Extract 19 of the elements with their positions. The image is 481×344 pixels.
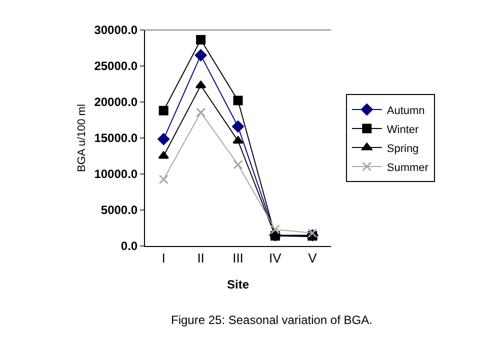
x-axis-title: Site	[226, 278, 250, 292]
x-tick-label: V	[308, 250, 318, 266]
caption: Figure 25: Seasonal variation of BGA.	[171, 313, 372, 327]
y-tick-label: 25000.0	[94, 59, 138, 74]
y-tick-label: 20000.0	[94, 95, 138, 110]
y-tick-label: 10000.0	[94, 167, 138, 182]
legend-label: Autumn	[386, 104, 425, 117]
x-tick-label: I	[162, 250, 166, 266]
y-tick-label: 5000.0	[100, 203, 138, 218]
x-tick-label: III	[232, 250, 244, 266]
legend-label: Spring	[386, 142, 419, 155]
x-tick-label: II	[197, 250, 204, 266]
legend-label: Winter	[386, 124, 419, 136]
y-tick-label: 30000.0	[94, 23, 138, 38]
y-tick-label: 0.0	[120, 239, 138, 254]
y-tick-label: 15000.0	[94, 131, 138, 146]
legend-label: Summer	[386, 162, 429, 174]
x-tick-label: IV	[269, 250, 282, 266]
y-axis-title: BGA u/100 ml	[76, 104, 88, 172]
